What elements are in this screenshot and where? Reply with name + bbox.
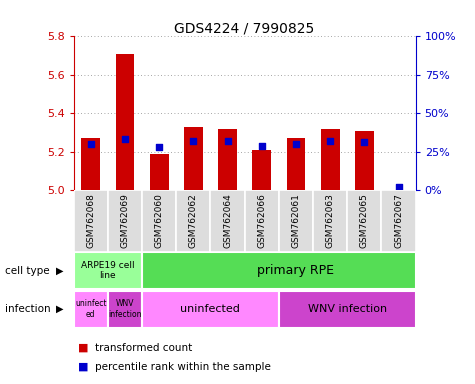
Bar xyxy=(321,129,340,190)
Text: GSM762060: GSM762060 xyxy=(155,193,163,248)
Text: GSM762068: GSM762068 xyxy=(86,193,95,248)
Bar xyxy=(108,291,142,328)
Title: GDS4224 / 7990825: GDS4224 / 7990825 xyxy=(174,22,315,35)
FancyBboxPatch shape xyxy=(313,190,347,252)
Bar xyxy=(286,138,305,190)
Text: WNV
infection: WNV infection xyxy=(108,300,142,319)
FancyBboxPatch shape xyxy=(347,190,381,252)
Bar xyxy=(279,291,416,328)
Bar xyxy=(74,252,142,289)
Text: GSM762061: GSM762061 xyxy=(292,193,300,248)
Text: GSM762066: GSM762066 xyxy=(257,193,266,248)
Text: primary RPE: primary RPE xyxy=(257,264,334,277)
Point xyxy=(395,184,402,190)
Text: WNV infection: WNV infection xyxy=(308,304,387,314)
Bar xyxy=(150,154,169,190)
Bar xyxy=(74,291,108,328)
Text: uninfect
ed: uninfect ed xyxy=(75,300,106,319)
FancyBboxPatch shape xyxy=(74,190,108,252)
Text: ■: ■ xyxy=(78,343,89,353)
Bar xyxy=(142,291,279,328)
Bar xyxy=(184,127,203,190)
Text: cell type: cell type xyxy=(5,266,49,276)
Text: percentile rank within the sample: percentile rank within the sample xyxy=(95,362,271,372)
FancyBboxPatch shape xyxy=(279,190,313,252)
Text: transformed count: transformed count xyxy=(95,343,192,353)
Point xyxy=(87,141,95,147)
Point xyxy=(121,136,129,142)
FancyBboxPatch shape xyxy=(210,190,245,252)
Text: ▶: ▶ xyxy=(56,304,63,314)
Bar xyxy=(81,138,100,190)
FancyBboxPatch shape xyxy=(108,190,142,252)
Text: ■: ■ xyxy=(78,362,89,372)
Bar xyxy=(218,129,237,190)
Point xyxy=(361,139,368,146)
Point xyxy=(292,141,300,147)
FancyBboxPatch shape xyxy=(142,190,176,252)
Bar xyxy=(115,54,134,190)
Bar xyxy=(355,131,374,190)
Bar xyxy=(252,150,271,190)
Text: infection: infection xyxy=(5,304,50,314)
FancyBboxPatch shape xyxy=(245,190,279,252)
Text: uninfected: uninfected xyxy=(180,304,240,314)
Text: GSM762067: GSM762067 xyxy=(394,193,403,248)
Point xyxy=(190,138,197,144)
Text: GSM762063: GSM762063 xyxy=(326,193,334,248)
Text: ▶: ▶ xyxy=(56,266,63,276)
Text: GSM762069: GSM762069 xyxy=(121,193,129,248)
Point xyxy=(326,138,334,144)
Text: ARPE19 cell
line: ARPE19 cell line xyxy=(81,261,134,280)
Bar xyxy=(142,252,416,289)
Text: GSM762064: GSM762064 xyxy=(223,193,232,248)
Text: GSM762062: GSM762062 xyxy=(189,193,198,248)
Point xyxy=(155,144,163,150)
Point xyxy=(258,142,266,149)
FancyBboxPatch shape xyxy=(381,190,416,252)
Text: GSM762065: GSM762065 xyxy=(360,193,369,248)
Point xyxy=(224,138,231,144)
FancyBboxPatch shape xyxy=(176,190,210,252)
